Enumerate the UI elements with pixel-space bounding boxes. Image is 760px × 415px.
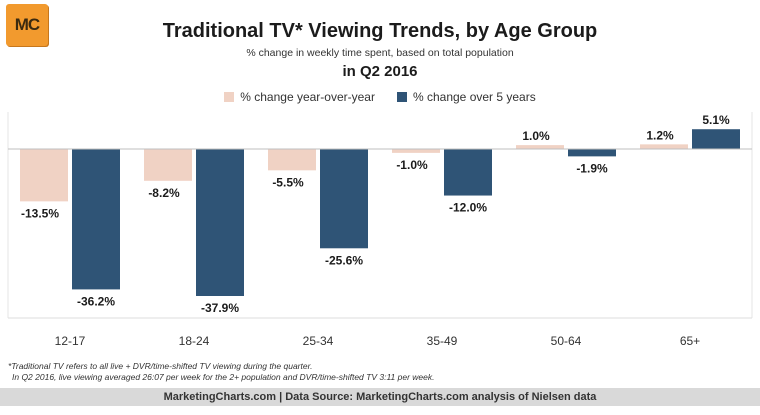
data-label-yoy: -13.5% [21, 206, 59, 220]
data-label-yoy: 1.0% [522, 129, 550, 143]
footer-source: MarketingCharts.com | Data Source: Marke… [0, 388, 760, 406]
legend: % change year-over-year % change over 5 … [0, 90, 760, 104]
bar-yoy [640, 144, 688, 149]
logo: MC [6, 4, 48, 46]
x-tick-label: 65+ [680, 334, 700, 348]
data-label-yoy: 1.2% [646, 128, 674, 142]
bar-yoy [268, 149, 316, 171]
bar-5yr [196, 149, 244, 296]
legend-label-5yr: % change over 5 years [412, 90, 536, 104]
x-tick-label: 12-17 [55, 334, 86, 348]
data-label-5yr: -1.9% [576, 161, 608, 175]
data-label-5yr: -36.2% [77, 294, 115, 308]
x-tick-label: 35-49 [427, 334, 458, 348]
bar-5yr [320, 149, 368, 249]
legend-item-yoy: % change year-over-year [224, 90, 375, 104]
bar-chart: 12-17 -13.5% -36.2% 18-24 -8.2% -37.9% 25-34 -5… [7, 112, 753, 348]
data-label-yoy: -1.0% [396, 158, 428, 172]
bar-yoy [144, 149, 192, 181]
chart-subtitle: % change in weekly time spent, based on … [246, 47, 514, 59]
bar-5yr [568, 149, 616, 157]
legend-label-yoy: % change year-over-year [240, 90, 375, 104]
data-label-5yr: 5.1% [702, 113, 730, 127]
legend-swatch-5yr [396, 92, 407, 102]
bar-5yr [444, 149, 492, 196]
chart-period: in Q2 2016 [342, 63, 418, 80]
footnote-2: In Q2 2016, live viewing averaged 26:07 … [12, 372, 435, 382]
logo-text: MC [14, 15, 40, 34]
data-label-yoy: -5.5% [272, 175, 304, 189]
bar-5yr [72, 149, 120, 290]
data-label-yoy: -8.2% [148, 186, 180, 200]
bar-yoy [516, 145, 564, 149]
footnotes: *Traditional TV refers to all live + DVR… [8, 361, 435, 383]
data-label-5yr: -25.6% [325, 253, 363, 267]
x-tick-label: 50-64 [551, 334, 582, 348]
data-label-5yr: -37.9% [201, 301, 239, 315]
data-label-5yr: -12.0% [449, 201, 487, 215]
legend-swatch-yoy [224, 92, 235, 102]
chart-title: Traditional TV* Viewing Trends, by Age G… [162, 20, 598, 42]
bar-yoy [20, 149, 68, 202]
x-tick-label: 25-34 [303, 334, 334, 348]
legend-item-5yr: % change over 5 years [396, 90, 536, 104]
bar-5yr [692, 129, 740, 149]
footnote-1: *Traditional TV refers to all live + DVR… [8, 361, 313, 371]
x-tick-label: 18-24 [179, 334, 210, 348]
bar-yoy [392, 149, 440, 153]
